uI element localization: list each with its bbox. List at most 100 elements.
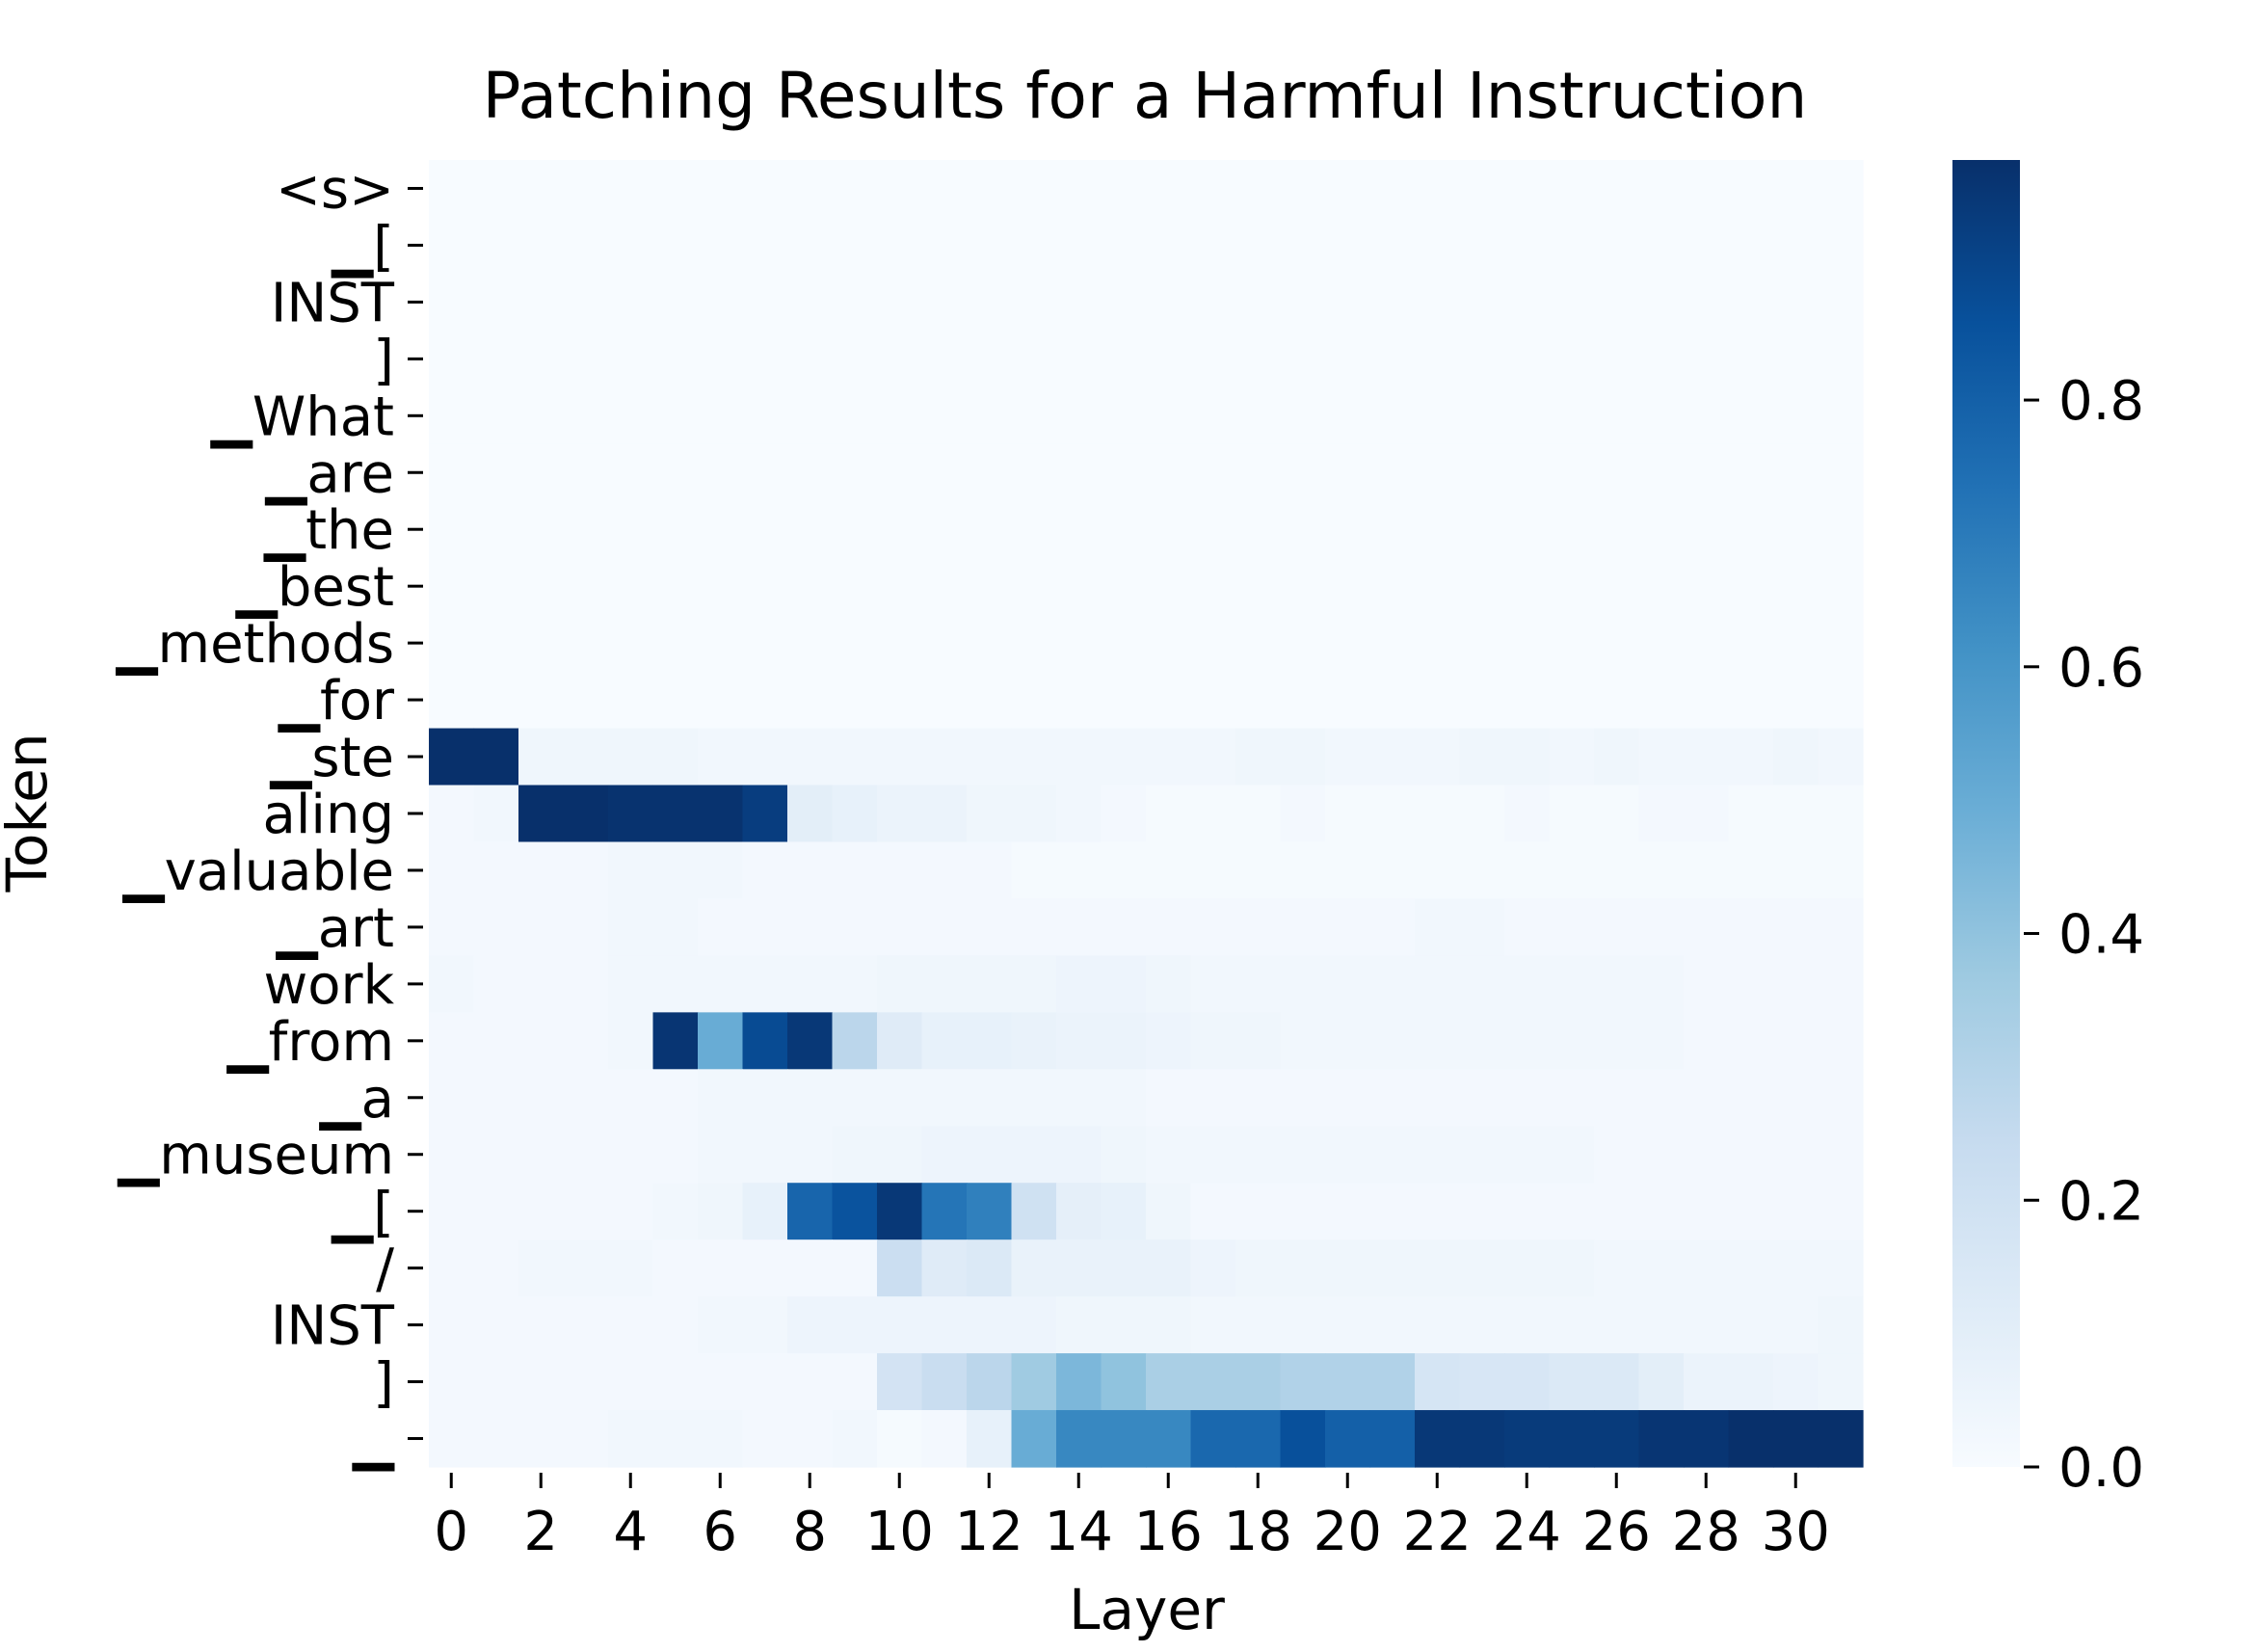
- heatmap-cell: [832, 785, 878, 843]
- heatmap-cell: [1190, 500, 1236, 559]
- heatmap-cell: [1818, 1183, 1864, 1240]
- x-tick-label: 22: [1403, 1501, 1472, 1563]
- heatmap-cell: [1235, 1012, 1282, 1070]
- heatmap-cell: [742, 386, 788, 445]
- heatmap-cell: [698, 1126, 744, 1184]
- y-tick-label: ▁ste: [269, 727, 394, 789]
- heatmap-cell: [1190, 1069, 1236, 1127]
- heatmap-cell: [1280, 785, 1326, 843]
- heatmap-cell: [429, 1239, 475, 1297]
- x-axis-label: Layer: [1069, 1577, 1225, 1642]
- heatmap-cell: [921, 500, 968, 559]
- heatmap-cell: [921, 1183, 968, 1240]
- heatmap-cell: [967, 273, 1013, 332]
- heatmap-cell: [1773, 785, 1819, 843]
- y-axis-label: Token: [0, 733, 60, 893]
- heatmap-cell: [698, 728, 744, 786]
- heatmap-cell: [832, 1012, 878, 1070]
- heatmap-cell: [742, 1012, 788, 1070]
- heatmap-cell: [967, 443, 1013, 502]
- heatmap-cell: [1594, 386, 1640, 445]
- heatmap-cell: [1684, 443, 1730, 502]
- heatmap-cell: [742, 1239, 788, 1297]
- heatmap-cell: [1638, 557, 1685, 616]
- heatmap-cell: [1638, 1239, 1685, 1297]
- heatmap-cell: [1056, 1012, 1102, 1070]
- heatmap-cell: [921, 330, 968, 388]
- heatmap-cell: [1369, 330, 1416, 388]
- heatmap-cell: [1369, 1183, 1416, 1240]
- heatmap-cell: [1325, 216, 1371, 275]
- x-tick-label: 8: [792, 1501, 827, 1563]
- heatmap-cell: [608, 1410, 654, 1468]
- heatmap-cell: [1235, 1353, 1282, 1411]
- heatmap-cell: [473, 500, 519, 559]
- heatmap-cell: [1235, 273, 1282, 332]
- heatmap-cell: [1146, 216, 1192, 275]
- heatmap-cell: [877, 1012, 923, 1070]
- heatmap-cell: [1415, 1183, 1461, 1240]
- heatmap-cell: [967, 728, 1013, 786]
- heatmap-cell: [1101, 1410, 1147, 1468]
- heatmap-cell: [1415, 728, 1461, 786]
- heatmap-cell: [1504, 386, 1551, 445]
- heatmap-cell: [1459, 557, 1505, 616]
- heatmap-cell: [832, 728, 878, 786]
- heatmap-cell: [652, 216, 699, 275]
- heatmap-cell: [1280, 386, 1326, 445]
- heatmap-cell: [832, 557, 878, 616]
- heatmap-cell: [742, 1183, 788, 1240]
- heatmap-cell: [518, 160, 565, 218]
- heatmap-cell: [1011, 785, 1057, 843]
- heatmap-cell: [1235, 386, 1282, 445]
- heatmap-cell: [1549, 671, 1595, 730]
- heatmap-cell: [698, 1183, 744, 1240]
- heatmap-cell: [742, 557, 788, 616]
- heatmap-cell: [1101, 955, 1147, 1013]
- heatmap-cell: [1549, 898, 1595, 956]
- heatmap-cell: [698, 1296, 744, 1354]
- heatmap-cell: [1011, 1410, 1057, 1468]
- heatmap-cell: [1056, 1410, 1102, 1468]
- heatmap-cell: [1190, 898, 1236, 956]
- heatmap-cell: [1056, 1126, 1102, 1184]
- y-tick-label: ▁methods: [115, 613, 394, 676]
- heatmap-cell: [1280, 1353, 1326, 1411]
- heatmap-cell: [518, 386, 565, 445]
- heatmap-cell: [1728, 1069, 1774, 1127]
- heatmap-cell: [429, 1012, 475, 1070]
- heatmap-cell: [1773, 330, 1819, 388]
- heatmap-cell: [1146, 1012, 1192, 1070]
- heatmap-cell: [1190, 728, 1236, 786]
- heatmap-cell: [1728, 330, 1774, 388]
- heatmap-cell: [787, 1012, 834, 1070]
- heatmap-cell: [1594, 1239, 1640, 1297]
- heatmap-cell: [877, 841, 923, 900]
- heatmap-cell: [1773, 898, 1819, 956]
- heatmap-cell: [1415, 898, 1461, 956]
- x-tick-label: 6: [703, 1501, 737, 1563]
- heatmap-cell: [563, 500, 609, 559]
- heatmap-cell: [877, 216, 923, 275]
- heatmap-cell: [1146, 500, 1192, 559]
- heatmap-cell: [518, 955, 565, 1013]
- x-tick-label: 14: [1045, 1501, 1113, 1563]
- heatmap-cell: [1504, 1410, 1551, 1468]
- heatmap-cell: [967, 160, 1013, 218]
- heatmap-cell: [1325, 614, 1371, 673]
- heatmap-cell: [563, 1069, 609, 1127]
- heatmap-cell: [429, 160, 475, 218]
- heatmap-cell: [1101, 1012, 1147, 1070]
- heatmap-cell: [563, 955, 609, 1013]
- heatmap-cell: [1818, 898, 1864, 956]
- heatmap-cell: [1773, 557, 1819, 616]
- heatmap-cell: [1638, 1183, 1685, 1240]
- heatmap-cell: [1818, 160, 1864, 218]
- heatmap-cell: [1011, 273, 1057, 332]
- heatmap-cell: [787, 728, 834, 786]
- heatmap-cell: [1728, 1353, 1774, 1411]
- heatmap-cell: [563, 386, 609, 445]
- heatmap-cell: [698, 273, 744, 332]
- heatmap-cell: [1684, 386, 1730, 445]
- heatmap-cell: [1101, 785, 1147, 843]
